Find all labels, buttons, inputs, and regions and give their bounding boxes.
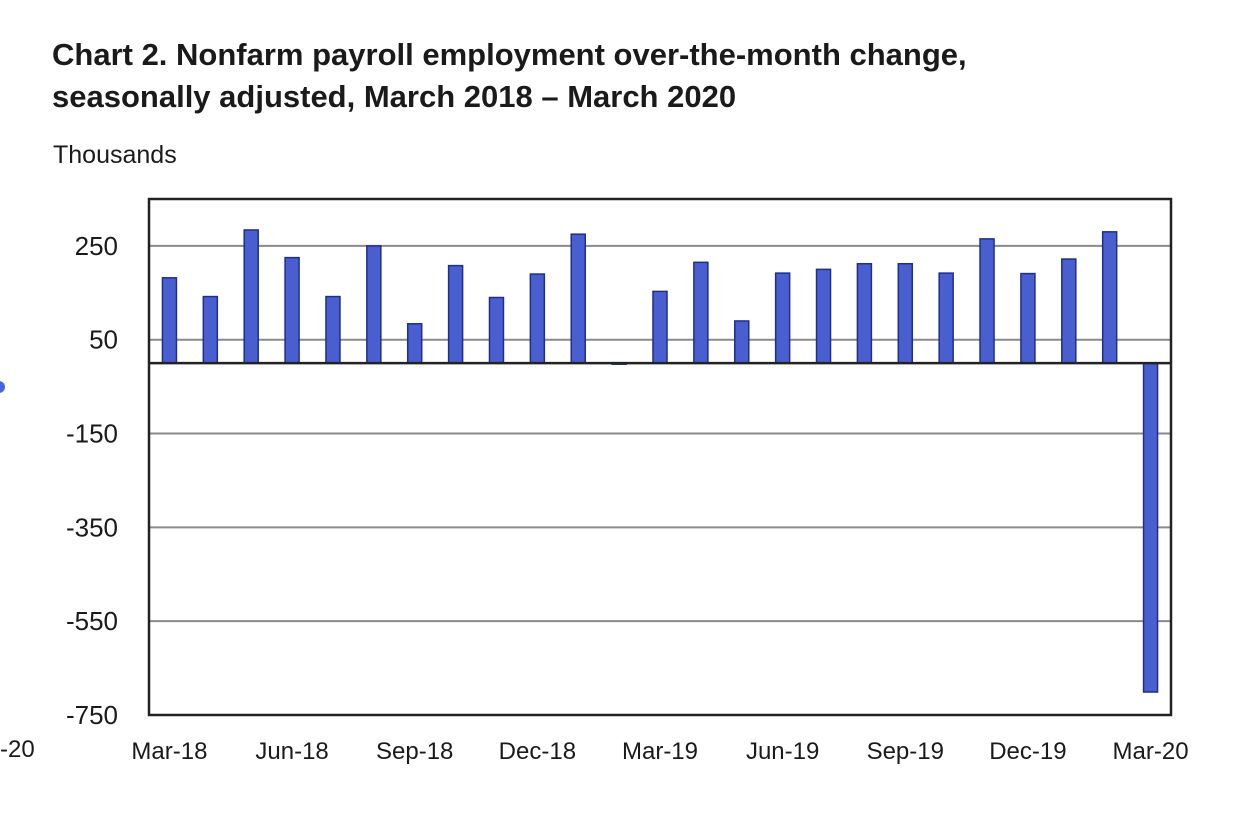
y-tick-label: -150 xyxy=(66,419,118,449)
chart-title-line-1: Chart 2. Nonfarm payroll employment over… xyxy=(52,37,967,72)
bar-feb-20 xyxy=(1101,231,1118,364)
y-axis-label: Thousands xyxy=(53,141,177,169)
bar-jun-19 xyxy=(774,272,791,364)
bar-jun-18 xyxy=(284,256,300,364)
chart-title: Chart 2. Nonfarm payroll employment over… xyxy=(52,34,1202,118)
bar-may-18 xyxy=(243,229,259,364)
bar-dec-19 xyxy=(1020,272,1036,364)
edge-dot-decoration xyxy=(0,381,5,393)
bar-nov-18 xyxy=(488,296,505,364)
x-tick-label: Dec-19 xyxy=(989,738,1066,765)
bar-oct-19 xyxy=(938,272,954,364)
bar-jul-19 xyxy=(815,268,832,364)
bar-nov-19 xyxy=(979,238,995,364)
bar-apr-18 xyxy=(202,295,219,364)
y-tick-label: -550 xyxy=(66,606,118,636)
bar-jan-19 xyxy=(570,233,586,364)
bar-oct-18 xyxy=(447,264,464,364)
y-tick-label: 250 xyxy=(75,231,118,261)
plot-frame xyxy=(147,197,1173,717)
bar-dec-18 xyxy=(529,273,546,364)
y-tick-label: -350 xyxy=(66,512,118,542)
x-tick-label: Jun-18 xyxy=(255,738,328,765)
bar-aug-19 xyxy=(856,262,873,364)
bar-apr-19 xyxy=(693,261,709,364)
bar-jan-20 xyxy=(1061,258,1077,364)
bar-may-19 xyxy=(734,320,750,364)
x-tick-label: Mar-20 xyxy=(1113,738,1189,765)
bar-aug-18 xyxy=(366,245,382,364)
bar-jul-18 xyxy=(325,295,341,364)
bar-mar-19 xyxy=(652,290,668,364)
x-tick-label: Sep-19 xyxy=(867,738,944,765)
x-tick-label: Mar-19 xyxy=(622,738,698,765)
x-tick-label: Mar-18 xyxy=(131,738,207,765)
x-tick-label: Jun-19 xyxy=(746,738,819,765)
y-tick-label: -750 xyxy=(66,700,118,730)
bar-sep-18 xyxy=(406,323,423,364)
edge-text-fragment: -20 xyxy=(0,736,35,763)
bar-sep-19 xyxy=(897,262,914,364)
x-tick-label: Dec-18 xyxy=(499,738,576,765)
y-tick-label: 50 xyxy=(89,325,118,355)
bar-mar-18 xyxy=(161,277,178,364)
chart-title-line-2: seasonally adjusted, March 2018 – March … xyxy=(52,79,737,114)
x-tick-label: Sep-18 xyxy=(376,738,453,765)
bar-mar-20 xyxy=(1142,362,1159,693)
